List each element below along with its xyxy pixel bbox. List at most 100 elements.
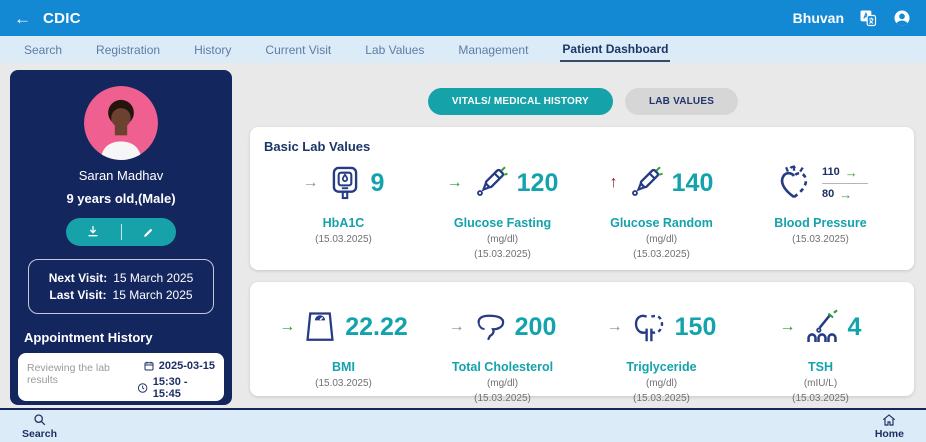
patient-age: 9 years old,(Male): [66, 191, 176, 206]
lab-item-glucose-fasting: → 120 Glucose Fasting: [423, 156, 582, 260]
next-visit-label: Next Visit:: [48, 271, 108, 285]
glucose-pen-icon: [625, 163, 665, 203]
last-visit-label: Last Visit:: [49, 288, 107, 302]
patient-avatar: [84, 86, 158, 160]
heart-icon: [773, 162, 815, 204]
extended-lab-values-card: → 22.22 BMI (15.03.2025) →: [250, 282, 914, 404]
appointment-entry[interactable]: Reviewing the lab results 2025-03-15 15:…: [18, 353, 224, 401]
trend-flat-icon: →: [448, 318, 465, 335]
button-divider: [120, 224, 122, 240]
basic-lab-values-title: Basic Lab Values: [264, 139, 371, 154]
lab-name: Blood Pressure: [774, 216, 867, 230]
lab-date: (15.03.2025): [315, 234, 372, 245]
glucose-pen-icon: [470, 163, 510, 203]
lab-value: 200: [514, 312, 557, 341]
bp-systolic: 110: [822, 166, 840, 178]
lab-value: 120: [516, 168, 559, 197]
lab-value: 140: [671, 168, 714, 197]
lab-name: HbA1C: [322, 216, 365, 230]
app-title: CDIC: [43, 9, 81, 27]
lab-name: Glucose Fasting: [453, 216, 552, 230]
visit-info-box: Next Visit: 15 March 2025 Last Visit: 15…: [28, 259, 214, 314]
lab-date: (15.03.2025): [633, 249, 690, 260]
view-toggles: VITALS/ MEDICAL HISTORY LAB VALUES: [240, 88, 926, 115]
lab-date: (15.03.2025): [792, 393, 849, 404]
tab-current-visit[interactable]: Current Visit: [265, 43, 332, 57]
lab-values-toggle[interactable]: LAB VALUES: [624, 88, 739, 115]
account-icon[interactable]: [892, 8, 912, 28]
lab-item-blood-pressure: 110 → 80 → Blood Pressure (15.03.2025): [741, 156, 900, 260]
patient-actions: [66, 218, 176, 246]
lab-unit: (mg/dl): [486, 234, 519, 245]
trend-flat-icon: →: [839, 186, 853, 202]
lab-item-glucose-random: ↑ 140 Glucose Random: [582, 156, 741, 260]
footer-home-label: Home: [874, 428, 904, 440]
lab-name: Triglyceride: [626, 360, 697, 374]
tab-history[interactable]: History: [194, 43, 232, 57]
trend-up-icon: ↑: [609, 174, 618, 191]
vitals-history-toggle[interactable]: VITALS/ MEDICAL HISTORY: [427, 88, 613, 115]
lab-date: (15.03.2025): [633, 393, 690, 404]
bp-diastolic: 80: [822, 188, 835, 200]
lab-name: BMI: [332, 360, 355, 374]
lab-value: 150: [674, 312, 717, 341]
tab-registration[interactable]: Registration: [96, 43, 161, 57]
footer-home-button[interactable]: Home: [875, 412, 904, 440]
lab-unit: (mg/dl): [486, 378, 519, 389]
last-visit-value: 15 March 2025: [112, 288, 193, 302]
lab-name: TSH: [808, 360, 833, 374]
lab-item-hba1c: → 9 HbA1C (15.03.2025): [264, 156, 423, 260]
lab-unit: (mg/dl): [645, 378, 678, 389]
tab-management[interactable]: Management: [458, 43, 529, 57]
download-button[interactable]: [66, 218, 121, 246]
bp-divider: [822, 182, 868, 184]
trend-flat-icon: →: [302, 174, 319, 191]
translate-icon[interactable]: [858, 8, 878, 28]
lab-item-triglyceride: → 150 Triglyceride (mg/dl) (15.03.2025): [582, 300, 741, 405]
search-icon: [33, 414, 45, 426]
tab-search[interactable]: Search: [24, 43, 63, 57]
lab-date: (15.03.2025): [315, 378, 372, 389]
nav-tab-bar: Search Registration History Current Visi…: [0, 36, 926, 63]
footer-search-button[interactable]: Search: [22, 412, 57, 440]
lab-value: 22.22: [345, 312, 408, 341]
appointment-time: 15:30 - 15:45: [152, 376, 188, 400]
trend-flat-icon: →: [779, 318, 796, 335]
trend-flat-icon: →: [844, 164, 858, 180]
lab-name: Glucose Random: [610, 216, 713, 230]
patient-name: Saran Madhav: [78, 168, 164, 183]
bottom-bar: Search Home: [0, 408, 926, 442]
appointment-history-title: Appointment History: [24, 330, 153, 345]
trend-flat-icon: →: [606, 318, 623, 335]
edit-button[interactable]: [122, 218, 177, 246]
trend-flat-icon: →: [279, 318, 296, 335]
trend-flat-icon: →: [446, 174, 463, 191]
lab-unit: (mg/dl): [645, 234, 678, 245]
lab-date: (15.03.2025): [792, 234, 849, 245]
lab-item-total-cholesterol: → 200 Total Cholesterol (mg/dl) (15.03.2…: [423, 300, 582, 405]
tab-lab-values[interactable]: Lab Values: [365, 43, 425, 57]
glucometer-icon: [326, 164, 364, 202]
lab-date: (15.03.2025): [474, 393, 531, 404]
liver-icon: [472, 309, 508, 345]
appointment-note: Reviewing the lab results: [27, 362, 110, 386]
app-header: ← CDIC Bhuvan: [0, 0, 926, 36]
calendar-icon: [144, 361, 154, 371]
home-icon: [883, 414, 896, 426]
appointment-date: 2025-03-15: [158, 360, 215, 372]
thyroid-dropper-icon: [803, 308, 841, 346]
next-visit-value: 15 March 2025: [113, 271, 194, 285]
user-name: Bhuvan: [792, 10, 844, 26]
lab-item-bmi: → 22.22 BMI (15.03.2025): [264, 300, 423, 404]
lab-item-tsh: → 4 TSH (mIU/L) (15.03.2025): [741, 300, 900, 404]
patient-sidebar: Saran Madhav 9 years old,(Male) Next Vis…: [10, 70, 232, 419]
tab-patient-dashboard[interactable]: Patient Dashboard: [560, 37, 671, 62]
lab-unit: (mIU/L): [803, 378, 838, 389]
basic-lab-values-card: Basic Lab Values → 9: [250, 127, 914, 270]
back-arrow-icon[interactable]: ←: [14, 8, 31, 28]
lab-date: (15.03.2025): [474, 249, 531, 260]
footer-search-label: Search: [22, 428, 58, 440]
lab-name: Total Cholesterol: [451, 360, 554, 374]
kidneys-icon: [630, 308, 668, 346]
